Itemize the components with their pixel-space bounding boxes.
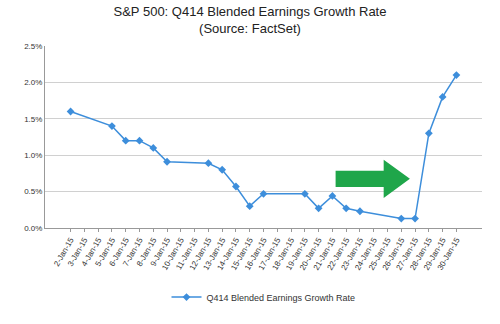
svg-text:27-Jan-15: 27-Jan-15 — [394, 236, 420, 272]
svg-text:14-Jan-15: 14-Jan-15 — [215, 236, 241, 272]
svg-text:22-Jan-15: 22-Jan-15 — [326, 236, 352, 272]
svg-text:0.5%: 0.5% — [24, 187, 42, 196]
svg-text:2.5%: 2.5% — [24, 42, 42, 51]
svg-text:28-Jan-15: 28-Jan-15 — [408, 236, 434, 272]
svg-text:1.5%: 1.5% — [24, 115, 42, 124]
svg-text:3-Jan-15: 3-Jan-15 — [66, 236, 90, 268]
svg-text:2.0%: 2.0% — [24, 78, 42, 87]
svg-text:24-Jan-15: 24-Jan-15 — [353, 236, 379, 272]
svg-text:2-Jan-15: 2-Jan-15 — [52, 236, 76, 268]
svg-text:7-Jan-15: 7-Jan-15 — [121, 236, 145, 268]
svg-text:10-Jan-15: 10-Jan-15 — [160, 236, 186, 272]
svg-text:29-Jan-15: 29-Jan-15 — [422, 236, 448, 272]
svg-text:19-Jan-15: 19-Jan-15 — [284, 236, 310, 272]
svg-text:0.0%: 0.0% — [24, 224, 42, 233]
svg-text:12-Jan-15: 12-Jan-15 — [188, 236, 214, 272]
svg-text:23-Jan-15: 23-Jan-15 — [339, 236, 365, 272]
svg-text:18-Jan-15: 18-Jan-15 — [270, 236, 296, 272]
svg-text:30-Jan-15: 30-Jan-15 — [436, 236, 462, 272]
svg-text:16-Jan-15: 16-Jan-15 — [243, 236, 269, 272]
svg-text:8-Jan-15: 8-Jan-15 — [135, 236, 159, 268]
svg-text:25-Jan-15: 25-Jan-15 — [367, 236, 393, 272]
svg-text:26-Jan-15: 26-Jan-15 — [381, 236, 407, 272]
svg-text:20-Jan-15: 20-Jan-15 — [298, 236, 324, 272]
svg-text:17-Jan-15: 17-Jan-15 — [257, 236, 283, 272]
svg-text:13-Jan-15: 13-Jan-15 — [202, 236, 228, 272]
svg-text:9-Jan-15: 9-Jan-15 — [149, 236, 173, 268]
svg-text:Q414 Blended Earnings Growth R: Q414 Blended Earnings Growth Rate — [207, 293, 356, 303]
svg-text:21-Jan-15: 21-Jan-15 — [312, 236, 338, 272]
svg-text:11-Jan-15: 11-Jan-15 — [174, 236, 200, 272]
svg-text:6-Jan-15: 6-Jan-15 — [107, 236, 131, 268]
svg-text:4-Jan-15: 4-Jan-15 — [80, 236, 104, 268]
svg-text:5-Jan-15: 5-Jan-15 — [94, 236, 118, 268]
svg-text:1.0%: 1.0% — [24, 151, 42, 160]
svg-text:S&P 500: Q414 Blended Earnings: S&P 500: Q414 Blended Earnings Growth Ra… — [114, 4, 387, 36]
svg-text:15-Jan-15: 15-Jan-15 — [229, 236, 255, 272]
